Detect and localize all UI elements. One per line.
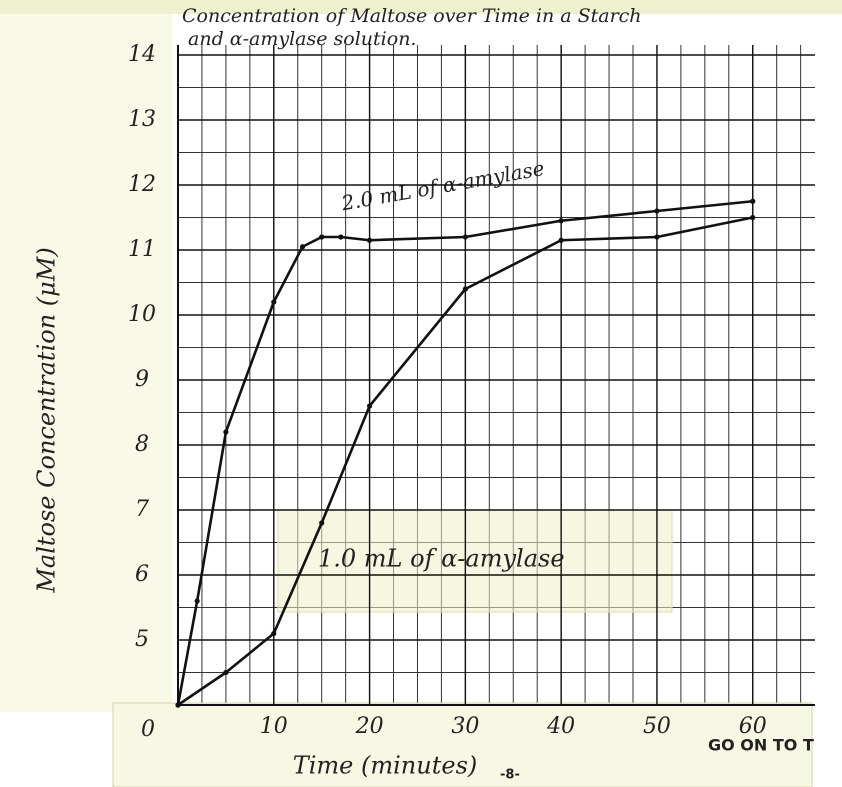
data-point bbox=[654, 208, 659, 213]
y-tick-label: 13 bbox=[128, 107, 156, 132]
y-tick-label: 10 bbox=[128, 302, 156, 327]
data-point bbox=[223, 429, 228, 434]
origin-label: 0 bbox=[141, 717, 155, 742]
y-tick-label: 9 bbox=[135, 367, 149, 392]
data-point bbox=[463, 286, 468, 291]
data-point bbox=[195, 598, 200, 603]
data-point bbox=[271, 631, 276, 636]
data-point bbox=[559, 238, 564, 243]
data-point bbox=[319, 234, 324, 239]
x-tick-label: 20 bbox=[355, 714, 384, 739]
y-tick-label: 7 bbox=[135, 497, 149, 522]
x-tick-label: 40 bbox=[546, 714, 575, 739]
data-point bbox=[175, 702, 180, 707]
x-axis-label: Time (minutes) bbox=[293, 752, 478, 780]
y-tick-label: 14 bbox=[128, 42, 156, 67]
data-point bbox=[319, 520, 324, 525]
data-point bbox=[654, 234, 659, 239]
y-tick-label: 5 bbox=[135, 627, 149, 652]
title-line: Concentration of Maltose over Time in a … bbox=[182, 5, 642, 27]
chart: Concentration of Maltose over Time in a … bbox=[0, 0, 842, 787]
data-point bbox=[271, 299, 276, 304]
title-line: and α-amylase solution. bbox=[188, 28, 416, 50]
data-point bbox=[750, 199, 755, 204]
data-point bbox=[367, 403, 372, 408]
x-tick-label: 10 bbox=[260, 714, 288, 739]
legend-label: 1.0 mL of α-amylase bbox=[318, 545, 565, 573]
x-tick-label: 30 bbox=[451, 714, 479, 739]
y-tick-label: 12 bbox=[128, 172, 156, 197]
data-point bbox=[559, 218, 564, 223]
data-point bbox=[300, 244, 305, 249]
y-tick-label: 8 bbox=[135, 432, 149, 457]
x-tick-label: 50 bbox=[643, 714, 671, 739]
page: {"chart_data": {"type": "line", "title_l… bbox=[0, 0, 842, 787]
data-point bbox=[463, 234, 468, 239]
y-tick-label: 11 bbox=[128, 237, 156, 262]
data-point bbox=[338, 234, 343, 239]
data-point bbox=[367, 238, 372, 243]
x-tick-label: 60 bbox=[739, 714, 767, 739]
y-tick-label: 6 bbox=[135, 562, 149, 587]
y-axis-label: Maltose Concentration (μM) bbox=[33, 247, 61, 593]
data-point bbox=[750, 215, 755, 220]
data-point bbox=[223, 670, 228, 675]
page-number: -8- bbox=[500, 768, 520, 783]
